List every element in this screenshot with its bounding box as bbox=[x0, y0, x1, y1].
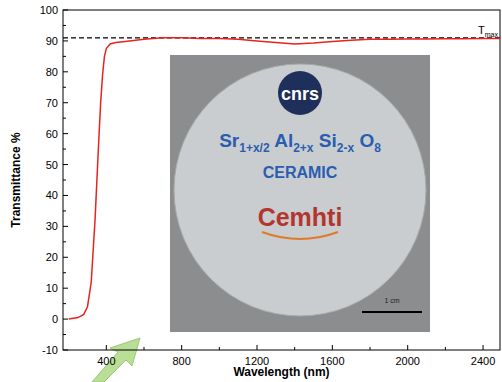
formula-element: O bbox=[354, 130, 374, 151]
y-minor-tick bbox=[63, 210, 66, 211]
formula-subscript: 2-x bbox=[337, 141, 355, 155]
formula: Sr1+x/2 Al2+x Si2-x O8 bbox=[219, 130, 381, 155]
tmax-label: Tmax bbox=[478, 24, 498, 38]
x-tick-label: 2400 bbox=[471, 355, 495, 367]
y-minor-tick bbox=[63, 149, 66, 150]
cnrs-text: cnrs bbox=[281, 84, 319, 104]
y-tick-label: 20 bbox=[46, 251, 58, 263]
y-tick-label: 80 bbox=[46, 66, 58, 78]
inset-photo: cnrs Sr1+x/2 Al2+x Si2-x O8 CERAMIC Cemhti 1… bbox=[170, 55, 430, 332]
cemhti-swoosh bbox=[262, 232, 338, 239]
x-tick bbox=[483, 345, 484, 350]
x-axis-label: Wavelength (nm) bbox=[233, 365, 329, 379]
y-minor-tick bbox=[63, 56, 66, 57]
x-minor-tick bbox=[370, 347, 371, 350]
cemhti-logo: Cemhti bbox=[258, 203, 343, 231]
ceramic-label: CERAMIC bbox=[263, 164, 338, 181]
x-minor-tick bbox=[143, 347, 144, 350]
y-minor-tick bbox=[63, 87, 66, 88]
y-tick bbox=[63, 164, 68, 165]
formula-subscript: 8 bbox=[374, 141, 381, 155]
x-tick bbox=[257, 345, 258, 350]
y-tick-label: 40 bbox=[46, 189, 58, 201]
x-tick bbox=[106, 345, 107, 350]
x-tick-label: 800 bbox=[172, 355, 190, 367]
y-tick-label: 10 bbox=[46, 282, 58, 294]
cnrs-logo bbox=[278, 71, 322, 115]
y-tick bbox=[63, 257, 68, 258]
y-tick bbox=[63, 350, 68, 351]
y-tick-label: 50 bbox=[46, 159, 58, 171]
formula-element: Sr bbox=[219, 130, 240, 151]
y-tick-label: 100 bbox=[40, 4, 58, 16]
y-tick bbox=[63, 10, 68, 11]
x-tick bbox=[181, 345, 182, 350]
y-tick-label: 0 bbox=[52, 313, 58, 325]
y-minor-tick bbox=[63, 25, 66, 26]
y-tick bbox=[63, 195, 68, 196]
formula-subscript: 1+x/2 bbox=[239, 141, 270, 155]
y-minor-tick bbox=[63, 118, 66, 119]
x-tick-label: 2000 bbox=[395, 355, 419, 367]
y-tick-label: 30 bbox=[46, 220, 58, 232]
transmittance-line bbox=[69, 38, 500, 319]
y-tick-label: 90 bbox=[46, 35, 58, 47]
formula-element: Si bbox=[314, 130, 337, 151]
x-tick-label: 400 bbox=[97, 355, 115, 367]
y-tick-label: 70 bbox=[46, 97, 58, 109]
plot-frame bbox=[63, 10, 500, 350]
x-minor-tick bbox=[294, 347, 295, 350]
plot-area bbox=[63, 38, 500, 319]
x-tick bbox=[332, 345, 333, 350]
scale-bar-label: 1 cm bbox=[384, 297, 399, 304]
y-minor-tick bbox=[63, 241, 66, 242]
y-tick bbox=[63, 288, 68, 289]
arrow bbox=[92, 338, 140, 382]
y-tick bbox=[63, 71, 68, 72]
chart: -100102030405060708090100400800120016002… bbox=[0, 0, 502, 382]
y-tick bbox=[63, 226, 68, 227]
x-minor-tick bbox=[219, 347, 220, 350]
y-minor-tick bbox=[63, 180, 66, 181]
y-tick bbox=[63, 133, 68, 134]
y-tick-label: -10 bbox=[42, 344, 58, 356]
formula-subscript: 2+x bbox=[293, 141, 314, 155]
ceramic-disc bbox=[174, 64, 426, 316]
y-tick bbox=[63, 319, 68, 320]
photo-bg bbox=[170, 55, 430, 332]
x-tick bbox=[407, 345, 408, 350]
formula-element: Al bbox=[270, 130, 294, 151]
y-tick-label: 60 bbox=[46, 128, 58, 140]
y-tick bbox=[63, 40, 68, 41]
tmax-subscript: max bbox=[485, 31, 499, 38]
y-minor-tick bbox=[63, 334, 66, 335]
y-tick bbox=[63, 102, 68, 103]
scale-bar bbox=[362, 311, 422, 313]
y-minor-tick bbox=[63, 272, 66, 273]
y-axis-label: Transmittance % bbox=[9, 132, 23, 228]
y-minor-tick bbox=[63, 303, 66, 304]
x-minor-tick bbox=[445, 347, 446, 350]
